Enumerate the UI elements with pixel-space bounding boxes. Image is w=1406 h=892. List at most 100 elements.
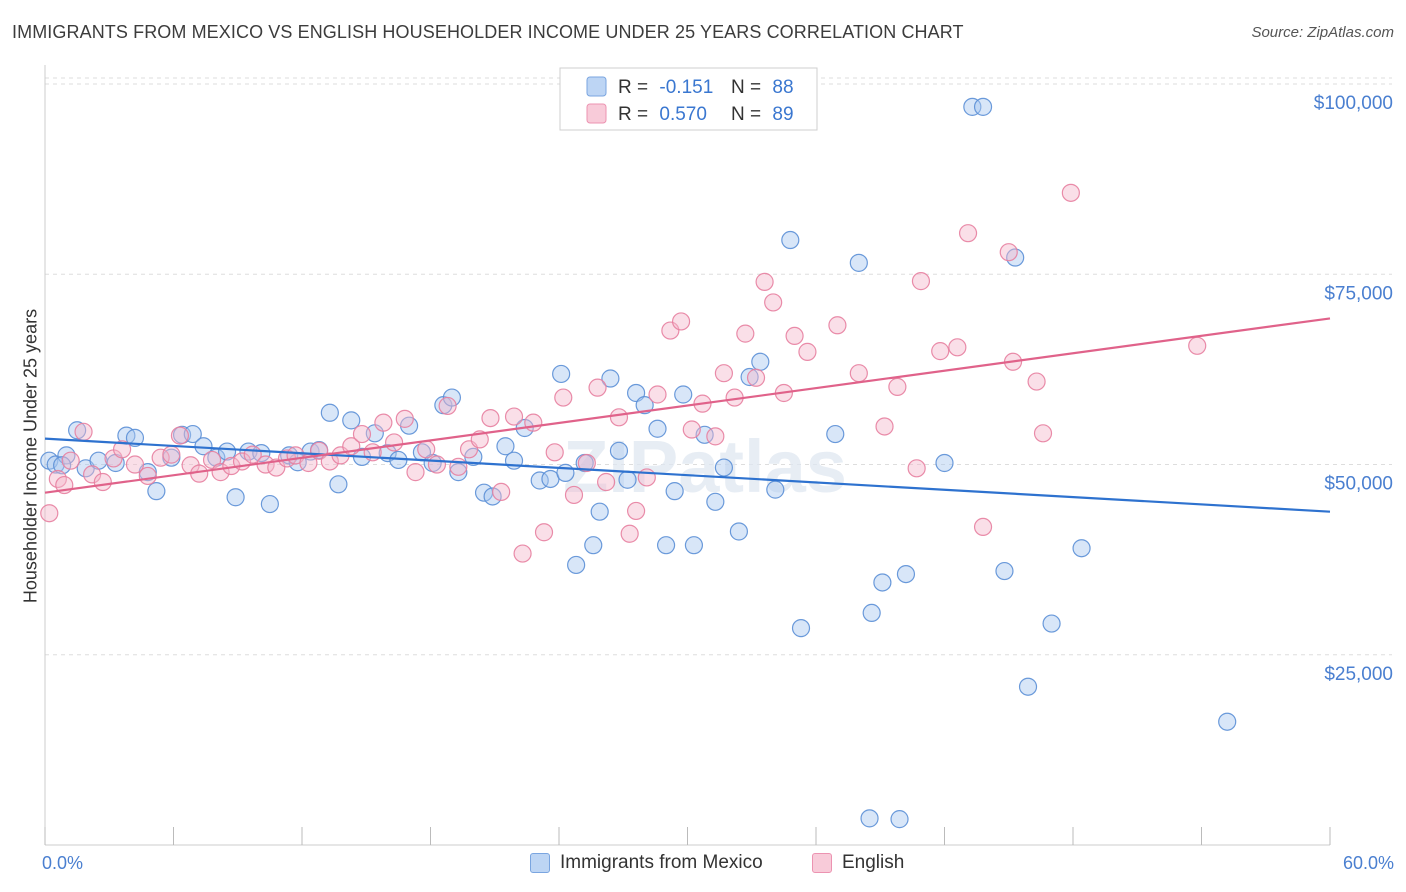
english-point-8: [125, 455, 145, 474]
english-point-86: [1061, 183, 1080, 202]
legend-swatch-blue: [586, 76, 607, 97]
legend-r-label-1: R =: [618, 77, 648, 98]
mexico-point-15: [217, 442, 237, 461]
english-point-79: [948, 338, 967, 357]
english-point-68: [764, 293, 783, 312]
mexico-point-26: [342, 411, 361, 430]
english-point-45: [524, 413, 543, 432]
mexico-point-59: [674, 385, 693, 404]
english-point-37: [438, 396, 457, 416]
english-point-53: [609, 408, 629, 427]
mexico-point-40: [496, 437, 515, 456]
english-point-51: [588, 378, 607, 397]
english-point-71: [798, 342, 817, 361]
mexico-point-76: [963, 97, 982, 116]
english-point-47: [545, 443, 564, 462]
mexico-point-47: [567, 555, 586, 575]
english-point-31: [374, 413, 393, 432]
legend-n-value-1: 88: [772, 77, 793, 98]
mexico-point-19: [260, 494, 279, 514]
mexico-point-16: [226, 488, 245, 507]
trend-line-english: [44, 317, 1331, 494]
axes: [44, 65, 1331, 846]
trend-lines: [44, 317, 1331, 513]
english-point-10: [151, 448, 170, 467]
english-point-87: [1188, 336, 1207, 355]
english-point-57: [648, 385, 667, 404]
english-point-66: [746, 368, 766, 387]
y-tick-label-1: $50,000: [1324, 474, 1393, 495]
y-tick-label-3: $100,000: [1314, 93, 1393, 114]
mexico-point-62: [706, 492, 725, 511]
mexico-point-86: [53, 456, 72, 475]
series-english: [40, 183, 1207, 563]
mexico-point-58: [665, 482, 684, 501]
english-point-49: [564, 485, 584, 505]
mexico-point-64: [729, 522, 749, 541]
english-point-54: [620, 524, 639, 543]
mexico-point-53: [618, 470, 637, 489]
english-point-12: [170, 426, 190, 445]
chart-title: IMMIGRANTS FROM MEXICO VS ENGLISH HOUSEH…: [12, 22, 964, 42]
mexico-point-70: [826, 424, 845, 444]
english-point-78: [931, 342, 950, 361]
english-point-46: [534, 523, 554, 542]
bottom-legend-swatch-pink: [812, 853, 832, 873]
bottom-legend: Immigrants from Mexico English: [0, 852, 1406, 878]
english-point-72: [828, 316, 847, 335]
y-axis-title: Householder Income Under 25 years: [20, 308, 41, 604]
english-point-0: [40, 504, 59, 523]
english-point-36: [427, 455, 447, 474]
english-point-9: [138, 466, 157, 486]
english-point-43: [504, 407, 524, 426]
mexico-point-71: [849, 253, 868, 272]
mexico-point-67: [766, 480, 785, 499]
english-point-77: [911, 272, 931, 291]
mexico-point-80: [1018, 677, 1038, 696]
x-tick-label-min: 0.0%: [42, 853, 84, 873]
english-point-63: [714, 364, 734, 383]
english-point-67: [755, 272, 774, 291]
bottom-legend-label-mexico: Immigrants from Mexico: [560, 852, 763, 873]
english-point-32: [384, 433, 404, 452]
svg-text:R = -0.151: R = -0.151: [618, 77, 713, 98]
english-point-76: [907, 459, 926, 478]
english-point-81: [973, 517, 993, 537]
english-point-84: [1027, 372, 1046, 391]
mexico-point-65: [740, 367, 759, 387]
mexico-point-60: [684, 536, 704, 555]
english-point-85: [1033, 424, 1053, 443]
y-tick-label-0: $25,000: [1324, 664, 1393, 685]
mexico-point-63: [714, 458, 734, 477]
mexico-point-3: [68, 421, 87, 440]
mexico-point-52: [609, 441, 629, 460]
mexico-point-69: [791, 619, 811, 638]
bottom-legend-swatch-blue: [530, 853, 550, 873]
english-point-65: [736, 324, 755, 343]
mexico-point-39: [483, 487, 502, 506]
legend-n-label-1: N =: [731, 77, 761, 98]
legend-n-value-2: 89: [772, 104, 793, 125]
bottom-legend-label-english: English: [842, 852, 905, 873]
english-point-35: [417, 440, 436, 459]
svg-text:R = 0.570: R = 0.570: [618, 104, 707, 125]
mexico-point-68: [781, 230, 800, 250]
english-point-33: [395, 409, 414, 428]
mexico-point-51: [601, 369, 620, 388]
mexico-point-85: [1218, 712, 1237, 731]
mexico-point-72: [862, 603, 881, 623]
svg-text:N = 89: N = 89: [731, 104, 794, 125]
english-point-50: [577, 453, 596, 473]
mexico-point-36: [449, 463, 468, 482]
mexico-point-83: [860, 809, 879, 828]
english-point-80: [958, 224, 978, 243]
mexico-point-56: [648, 419, 667, 438]
english-point-29: [352, 424, 372, 444]
english-point-7: [112, 440, 132, 459]
mexico-point-9: [147, 482, 166, 501]
english-point-5: [93, 472, 112, 492]
english-point-55: [626, 501, 646, 521]
legend: R = -0.151 N = 88 R = 0.570 N = 89: [559, 67, 818, 131]
y-tick-labels: $25,000 $50,000 $75,000 $100,000: [1314, 93, 1393, 685]
